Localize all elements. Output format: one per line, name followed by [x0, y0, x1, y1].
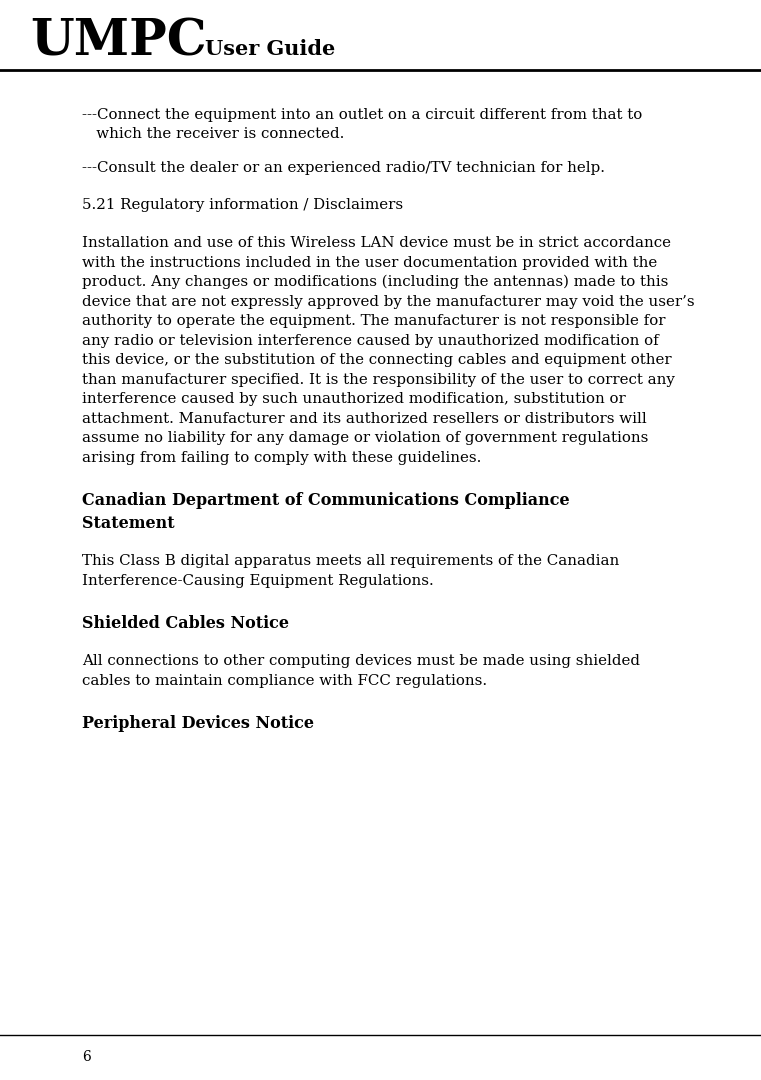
Text: arising from failing to comply with these guidelines.: arising from failing to comply with thes… [82, 450, 482, 464]
Text: which the receiver is connected.: which the receiver is connected. [82, 127, 345, 141]
Text: authority to operate the equipment. The manufacturer is not responsible for: authority to operate the equipment. The … [82, 314, 666, 328]
Text: attachment. Manufacturer and its authorized resellers or distributors will: attachment. Manufacturer and its authori… [82, 411, 647, 426]
Text: ---Connect the equipment into an outlet on a circuit different from that to: ---Connect the equipment into an outlet … [82, 108, 642, 122]
Text: this device, or the substitution of the connecting cables and equipment other: this device, or the substitution of the … [82, 353, 672, 367]
Text: 6: 6 [82, 1050, 91, 1064]
Text: All connections to other computing devices must be made using shielded: All connections to other computing devic… [82, 654, 640, 669]
Text: product. Any changes or modifications (including the antennas) made to this: product. Any changes or modifications (i… [82, 275, 668, 289]
Text: Installation and use of this Wireless LAN device must be in strict accordance: Installation and use of this Wireless LA… [82, 237, 671, 249]
Text: Peripheral Devices Notice: Peripheral Devices Notice [82, 715, 314, 732]
Text: interference caused by such unauthorized modification, substitution or: interference caused by such unauthorized… [82, 392, 626, 406]
Text: Interference-Causing Equipment Regulations.: Interference-Causing Equipment Regulatio… [82, 573, 434, 588]
Text: Canadian Department of Communications Compliance: Canadian Department of Communications Co… [82, 492, 570, 509]
Text: than manufacturer specified. It is the responsibility of the user to correct any: than manufacturer specified. It is the r… [82, 373, 675, 387]
Text: cables to maintain compliance with FCC regulations.: cables to maintain compliance with FCC r… [82, 674, 487, 688]
Text: User Guide: User Guide [205, 39, 336, 59]
Text: Shielded Cables Notice: Shielded Cables Notice [82, 615, 289, 632]
Text: assume no liability for any damage or violation of government regulations: assume no liability for any damage or vi… [82, 431, 648, 445]
Text: This Class B digital apparatus meets all requirements of the Canadian: This Class B digital apparatus meets all… [82, 554, 619, 568]
Text: device that are not expressly approved by the manufacturer may void the user’s: device that are not expressly approved b… [82, 295, 695, 309]
Text: UMPC: UMPC [30, 17, 207, 66]
Text: Statement: Statement [82, 515, 174, 532]
Text: any radio or television interference caused by unauthorized modification of: any radio or television interference cau… [82, 334, 659, 348]
Text: 5.21 Regulatory information / Disclaimers: 5.21 Regulatory information / Disclaimer… [82, 199, 403, 213]
Text: ---Consult the dealer or an experienced radio/TV technician for help.: ---Consult the dealer or an experienced … [82, 161, 605, 175]
Text: with the instructions included in the user documentation provided with the: with the instructions included in the us… [82, 256, 658, 270]
